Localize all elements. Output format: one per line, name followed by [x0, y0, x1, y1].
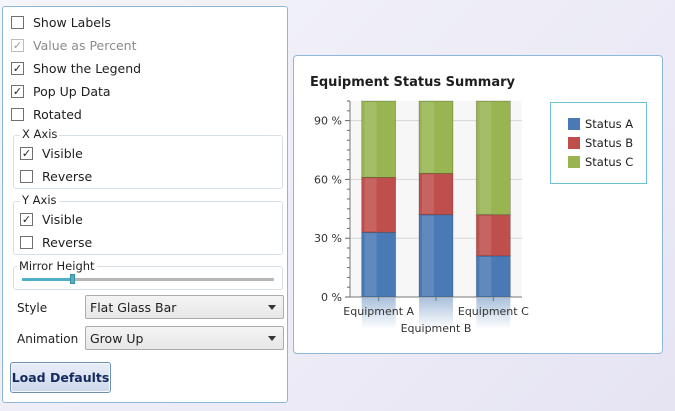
- y-axis-reverse-label: Reverse: [42, 234, 93, 250]
- value-as-percent-checkbox: ✓ Value as Percent: [11, 36, 136, 54]
- legend-item-status-b: Status B: [568, 136, 633, 150]
- bar-highlight: [364, 233, 377, 296]
- mirror-height-title: Mirror Height: [17, 259, 97, 273]
- show-labels-checkbox-box[interactable]: [11, 15, 24, 29]
- x-axis-reverse-label: Reverse: [42, 168, 93, 184]
- animation-select[interactable]: Grow Up: [85, 326, 284, 350]
- bar-highlight: [364, 178, 377, 232]
- popup-data-label: Pop Up Data: [33, 83, 111, 99]
- equipment-status-chart: 0 % 30 % 60 % 90 % Equipment A Equipment B Equ…: [314, 100, 529, 335]
- popup-data-checkbox[interactable]: ✓ Pop Up Data: [11, 82, 111, 100]
- x-axis-visible-checkbox-box[interactable]: ✓: [20, 146, 33, 160]
- y-axis-reverse-checkbox-box[interactable]: [20, 235, 33, 249]
- x-axis-visible-checkbox[interactable]: ✓ Visible: [20, 144, 83, 162]
- mirror-height-slider[interactable]: [22, 274, 274, 284]
- value-as-percent-label: Value as Percent: [33, 37, 137, 53]
- legend-label-status-a: Status A: [585, 117, 634, 131]
- show-legend-checkbox-box[interactable]: ✓: [11, 61, 24, 75]
- legend-swatch-status-a: [568, 118, 580, 130]
- y-tick-label: 30 %: [314, 232, 342, 245]
- y-tick-label: 0 %: [321, 291, 342, 304]
- legend-label-status-c: Status C: [585, 155, 634, 169]
- bar-highlight: [364, 102, 377, 177]
- rotated-label: Rotated: [33, 106, 82, 122]
- bar-status-c-equipment-c: [475, 100, 511, 216]
- y-tick-label: 60 %: [314, 173, 342, 186]
- x-axis-group-title: X Axis: [20, 127, 60, 141]
- mirror-height-slider-thumb[interactable]: [70, 274, 76, 284]
- bar-reflection-fade: [475, 298, 512, 329]
- chevron-down-icon: [268, 305, 276, 310]
- rotated-checkbox-box[interactable]: [11, 107, 24, 121]
- bar-status-c-equipment-a: [361, 100, 397, 178]
- animation-label: Animation: [17, 332, 79, 346]
- bar-highlight: [479, 102, 492, 214]
- bar-status-c-equipment-b: [418, 100, 454, 174]
- style-select[interactable]: Flat Glass Bar: [85, 295, 284, 319]
- bar-reflection-fade: [418, 298, 454, 329]
- style-select-value: Flat Glass Bar: [90, 299, 177, 315]
- x-axis-reverse-checkbox-box[interactable]: [20, 169, 33, 183]
- y-axis-group: Y Axis ✓ Visible Reverse: [13, 194, 283, 255]
- y-axis-visible-checkbox-box[interactable]: ✓: [20, 212, 33, 226]
- bar-status-b-equipment-b: [418, 173, 454, 216]
- x-tick-label: Equipment A: [343, 305, 414, 318]
- bar-reflection-fade: [360, 298, 397, 329]
- y-axis-reverse-checkbox[interactable]: Reverse: [20, 233, 92, 251]
- mirror-height-group: Mirror Height: [13, 260, 283, 290]
- bar-highlight: [422, 102, 434, 173]
- bar-highlight: [479, 215, 492, 255]
- rotated-checkbox[interactable]: Rotated: [11, 105, 82, 123]
- bar-highlight: [422, 215, 434, 296]
- x-tick-label: Equipment B: [401, 322, 472, 335]
- legend-item-status-c: Status C: [568, 155, 633, 169]
- style-label: Style: [17, 301, 48, 315]
- bar-highlight: [422, 174, 434, 214]
- options-panel: Show Labels ✓ Value as Percent ✓ Show th…: [2, 6, 288, 403]
- x-tick-label: Equipment C: [458, 305, 529, 318]
- x-axis-reverse-checkbox[interactable]: Reverse: [20, 167, 92, 185]
- popup-data-checkbox-box[interactable]: ✓: [11, 84, 24, 98]
- y-axis-group-title: Y Axis: [20, 193, 59, 207]
- show-labels-checkbox[interactable]: Show Labels: [11, 13, 111, 31]
- show-labels-label: Show Labels: [33, 14, 111, 30]
- load-defaults-button[interactable]: Load Defaults: [10, 362, 111, 393]
- bar-status-a-equipment-a: [361, 231, 397, 298]
- show-legend-checkbox[interactable]: ✓ Show the Legend: [11, 59, 141, 77]
- value-as-percent-checkbox-box: ✓: [11, 38, 24, 52]
- animation-select-value: Grow Up: [90, 330, 144, 346]
- legend-swatch-status-b: [568, 137, 580, 149]
- legend-item-status-a: Status A: [568, 117, 633, 131]
- mirror-height-slider-fill: [22, 278, 73, 281]
- chevron-down-icon: [268, 336, 276, 341]
- legend-swatch-status-c: [568, 156, 580, 168]
- show-legend-label: Show the Legend: [33, 60, 142, 76]
- chart-legend: Status A Status B Status C: [550, 102, 647, 184]
- bar-status-b-equipment-c: [475, 214, 511, 257]
- y-axis-visible-label: Visible: [42, 211, 83, 227]
- bar-highlight: [479, 256, 492, 296]
- y-axis-visible-checkbox[interactable]: ✓ Visible: [20, 210, 83, 228]
- chart-title: Equipment Status Summary: [310, 75, 516, 90]
- y-tick-label: 90 %: [314, 115, 342, 128]
- chart-card: Equipment Status Summary 0 % 30 % 60 % 90 %…: [293, 55, 663, 354]
- x-axis-visible-label: Visible: [42, 145, 83, 161]
- x-axis-group: X Axis ✓ Visible Reverse: [13, 128, 283, 189]
- bar-status-a-equipment-b: [418, 214, 454, 298]
- legend-label-status-b: Status B: [585, 136, 634, 150]
